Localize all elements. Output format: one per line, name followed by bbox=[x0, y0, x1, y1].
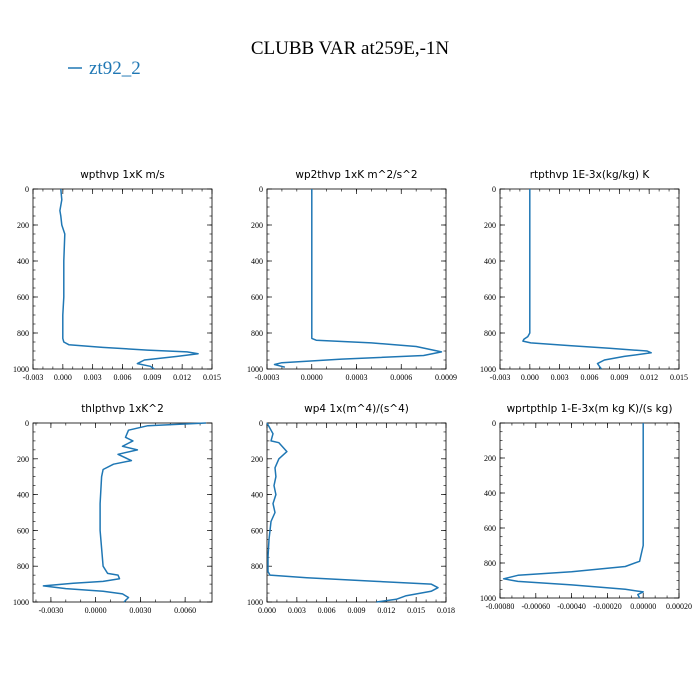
x-tick-label: 0.0000 bbox=[301, 373, 323, 382]
panel-title: wp2thvp 1xK m^2/s^2 bbox=[295, 169, 417, 181]
x-tick-label: 0.009 bbox=[143, 373, 161, 382]
y-tick-label: 200 bbox=[484, 454, 496, 463]
x-tick-label: 0.012 bbox=[173, 373, 191, 382]
y-tick-label: 1000 bbox=[13, 365, 29, 374]
y-tick-label: 600 bbox=[17, 526, 29, 535]
panel-title: wpthvp 1xK m/s bbox=[80, 169, 165, 181]
plot-frame bbox=[266, 422, 447, 603]
y-tick-label: 800 bbox=[484, 559, 496, 568]
y-tick-label: 200 bbox=[484, 221, 496, 230]
x-tick-label: 0.012 bbox=[377, 606, 395, 615]
panel-6: wprtpthlp 1-E-3x(m kg K)/(s kg)-0.00080-… bbox=[480, 403, 692, 611]
x-tick-label: -0.003 bbox=[23, 373, 44, 382]
panel-1: wpthvp 1xK m/s -0.003 0.000 0.003 0.006 0.009… bbox=[13, 169, 221, 382]
x-tick-label: 0.006 bbox=[318, 606, 336, 615]
series-line-zt92_2 bbox=[59, 188, 199, 370]
y-tick-label: 200 bbox=[17, 455, 29, 464]
y-tick-label: 0 bbox=[259, 185, 263, 194]
y-tick-label: 800 bbox=[251, 562, 263, 571]
y-tick-label: 1000 bbox=[247, 598, 263, 607]
x-tick-label: 0.018 bbox=[437, 606, 455, 615]
panel-title: rtpthvp 1E-3x(kg/kg) K bbox=[530, 169, 651, 181]
y-tick-label: 1000 bbox=[480, 594, 496, 603]
y-tick-label: 800 bbox=[484, 329, 496, 338]
figure-title: CLUBB VAR at259E,-1N bbox=[251, 38, 450, 59]
x-tick-label: 0.015 bbox=[203, 373, 221, 382]
y-tick-label: 0 bbox=[25, 185, 29, 194]
series-line-zt92_2 bbox=[42, 422, 207, 603]
y-tick-label: 800 bbox=[17, 329, 29, 338]
panel-3: rtpthvp 1E-3x(kg/kg) K -0.003 0.000 0.003 0.… bbox=[480, 169, 688, 382]
x-tick-label: 0.000 bbox=[258, 606, 276, 615]
series-line-zt92_2 bbox=[502, 423, 644, 599]
x-tick-label: 0.0000 bbox=[85, 606, 107, 615]
x-tick-label: -0.003 bbox=[490, 373, 511, 382]
y-tick-label: 400 bbox=[484, 257, 496, 266]
x-tick-label: 0.000 bbox=[521, 373, 539, 382]
y-tick-label: 1000 bbox=[480, 365, 496, 374]
x-tick-label: 0.0003 bbox=[346, 373, 368, 382]
x-tick-label: -0.00020 bbox=[593, 602, 622, 611]
y-tick-label: 400 bbox=[251, 491, 263, 500]
x-tick-label: 0.009 bbox=[610, 373, 628, 382]
x-tick-label: 0.006 bbox=[114, 373, 132, 382]
y-tick-label: 800 bbox=[17, 562, 29, 571]
x-tick-label: 0.0030 bbox=[129, 606, 151, 615]
panel-title: thlpthvp 1xK^2 bbox=[81, 403, 164, 415]
y-tick-label: 1000 bbox=[247, 365, 263, 374]
y-tick-label: 0 bbox=[25, 419, 29, 428]
y-tick-label: 600 bbox=[17, 293, 29, 302]
y-tick-label: 400 bbox=[17, 257, 29, 266]
series-line-zt92_2 bbox=[522, 189, 652, 370]
y-tick-label: 200 bbox=[251, 221, 263, 230]
plot-frame bbox=[499, 422, 680, 599]
x-tick-label: 0.009 bbox=[348, 606, 366, 615]
y-tick-label: 600 bbox=[484, 293, 496, 302]
y-tick-label: 600 bbox=[484, 524, 496, 533]
y-tick-label: 400 bbox=[484, 489, 496, 498]
y-tick-label: 0 bbox=[492, 185, 496, 194]
y-tick-label: 0 bbox=[492, 419, 496, 428]
x-tick-label: 0.003 bbox=[288, 606, 306, 615]
y-tick-label: 600 bbox=[251, 526, 263, 535]
x-tick-label: 0.015 bbox=[670, 373, 688, 382]
series-line-zt92_2 bbox=[266, 422, 439, 603]
y-tick-label: 200 bbox=[251, 455, 263, 464]
x-tick-label: 0.012 bbox=[640, 373, 658, 382]
x-tick-label: -0.00060 bbox=[521, 602, 550, 611]
x-tick-label: 0.0060 bbox=[174, 606, 196, 615]
y-tick-label: 400 bbox=[17, 491, 29, 500]
legend-label: zt92_2 bbox=[89, 58, 141, 79]
plot-frame bbox=[32, 422, 213, 603]
x-tick-label: 0.015 bbox=[407, 606, 425, 615]
y-tick-label: 400 bbox=[251, 257, 263, 266]
y-tick-label: 200 bbox=[17, 221, 29, 230]
x-tick-label: -0.0030 bbox=[39, 606, 64, 615]
x-tick-label: -0.0003 bbox=[255, 373, 280, 382]
x-tick-label: 0.0006 bbox=[390, 373, 412, 382]
x-tick-label: 0.00000 bbox=[630, 602, 656, 611]
y-tick-label: 600 bbox=[251, 293, 263, 302]
panel-4: thlpthvp 1xK^2 -0.0030 0.0000 0.0030 0.0060 0… bbox=[13, 403, 213, 615]
x-tick-label: 0.000 bbox=[54, 373, 72, 382]
panel-title: wp4 1x(m^4)/(s^4) bbox=[304, 403, 409, 415]
series-line-zt92_2 bbox=[273, 189, 443, 368]
y-tick-label: 800 bbox=[251, 329, 263, 338]
panel-title: wprtpthlp 1-E-3x(m kg K)/(s kg) bbox=[507, 403, 673, 415]
y-tick-label: 0 bbox=[259, 419, 263, 428]
x-tick-label: 0.003 bbox=[551, 373, 569, 382]
panel-2: wp2thvp 1xK m^2/s^2 -0.0003 0.0000 0.0003 0.… bbox=[247, 169, 457, 382]
x-tick-label: -0.00040 bbox=[557, 602, 586, 611]
x-tick-label: -0.00080 bbox=[486, 602, 515, 611]
legend: zt92_2 bbox=[68, 58, 141, 79]
panels: wpthvp 1xK m/s -0.003 0.000 0.003 0.006 0.009… bbox=[13, 169, 692, 615]
y-tick-label: 1000 bbox=[13, 598, 29, 607]
x-tick-label: 0.003 bbox=[84, 373, 102, 382]
panel-5: wp4 1x(m^4)/(s^4) 0.000 0.003 0.006 0.009 0.0… bbox=[247, 403, 455, 615]
plot-frame bbox=[32, 188, 213, 370]
x-tick-label: 0.0009 bbox=[435, 373, 457, 382]
x-tick-label: 0.006 bbox=[581, 373, 599, 382]
x-tick-label: 0.00020 bbox=[666, 602, 692, 611]
